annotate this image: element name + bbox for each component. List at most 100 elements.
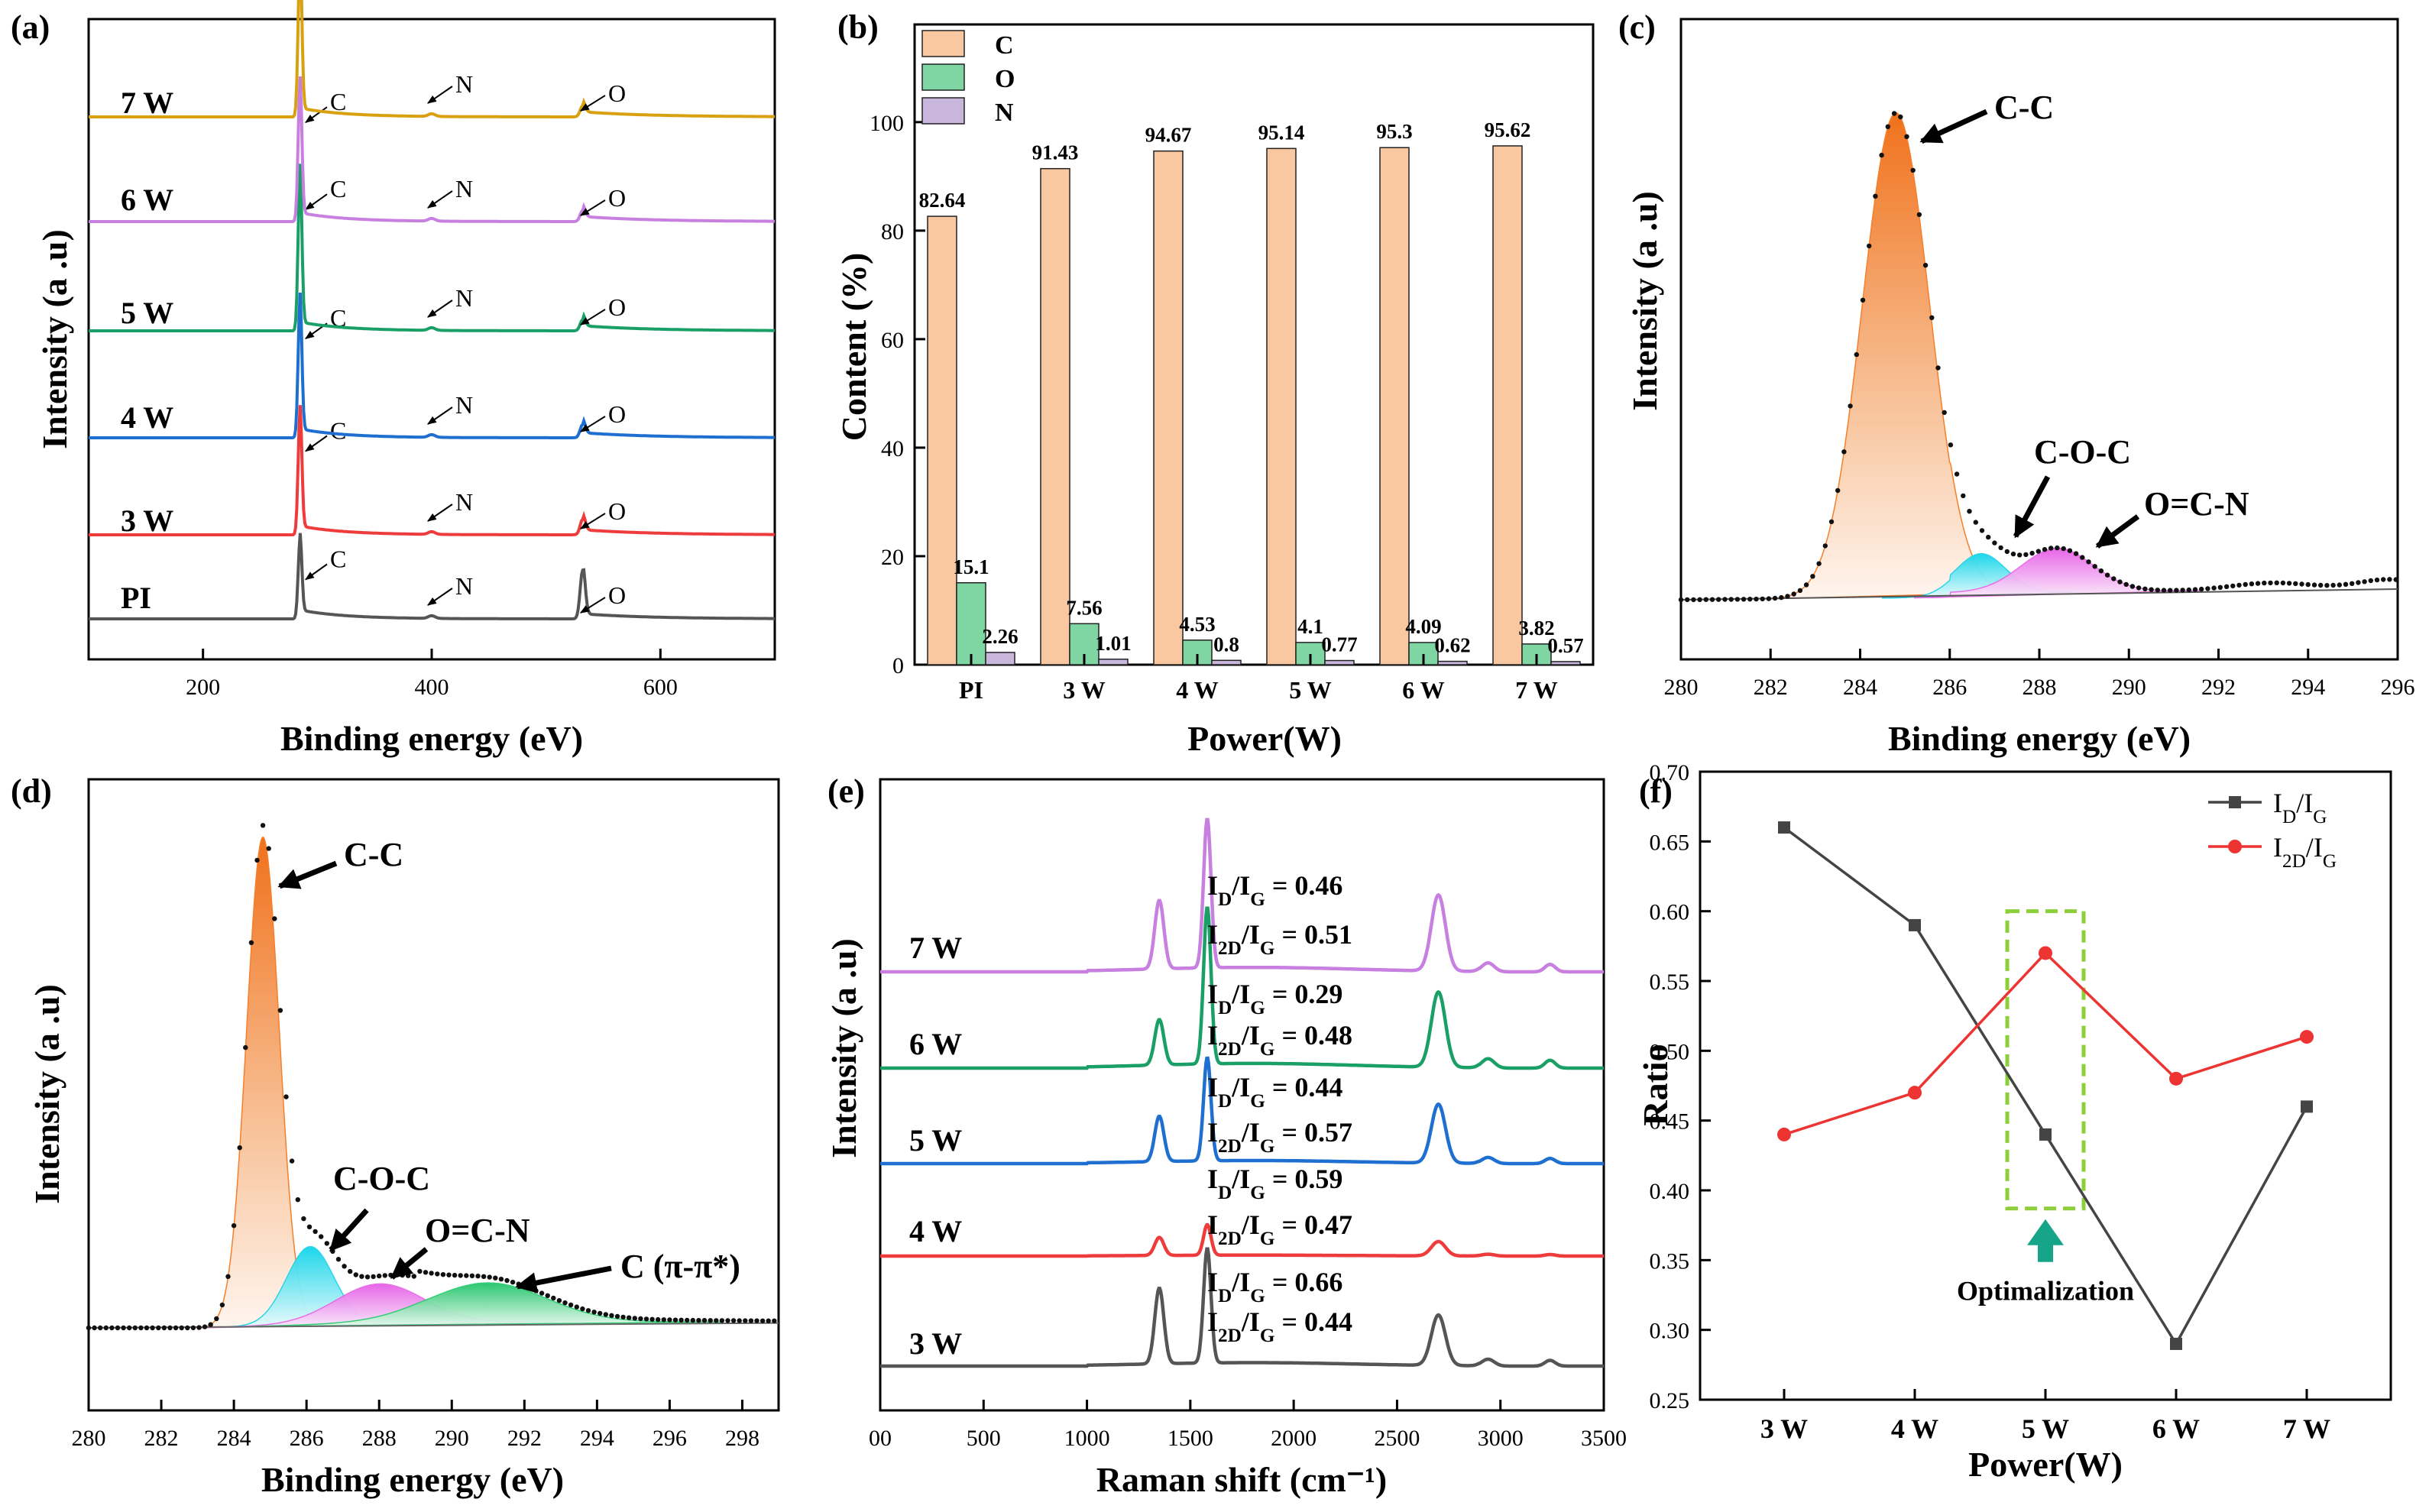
c-annot-cc: C-C xyxy=(1994,89,2054,126)
d-data-point xyxy=(551,1295,556,1301)
c-annot-coc: C-O-C xyxy=(2034,433,2131,471)
c-data-point xyxy=(2330,582,2336,588)
d-data-point xyxy=(150,1325,155,1331)
c-data-point xyxy=(2199,586,2204,592)
a-peak-c-label: C xyxy=(330,546,346,573)
b-ytick-label: 20 xyxy=(881,545,904,570)
c-data-point xyxy=(1898,114,1903,120)
d-data-point xyxy=(440,1272,446,1277)
c-data-point xyxy=(2168,588,2173,593)
panel-f-yticks: 0.25 0.30 0.35 0.40 0.45 0.50 0.55 0.60 0.65 0.70 xyxy=(1650,760,1711,1413)
e-xtick-label: 1500 xyxy=(1168,1426,1213,1451)
c-data-point xyxy=(2223,584,2230,589)
b-ytick-label: 80 xyxy=(881,219,904,244)
e-i2d-ig-label: I2D/IG = 0.57 xyxy=(1207,1117,1352,1157)
a-peak-n-label: N xyxy=(455,70,473,98)
c-data-point xyxy=(1879,152,1884,158)
panel-b-letter: (b) xyxy=(837,8,879,46)
d-data-point xyxy=(585,1308,591,1313)
b-legend-label: C xyxy=(995,31,1014,60)
e-series-label: 7 W xyxy=(909,931,962,965)
c-data-point xyxy=(2268,580,2273,586)
c-xtick-label: 288 xyxy=(2023,675,2057,700)
a-peak-c-arrow xyxy=(305,563,328,581)
c-data-point xyxy=(1797,588,1803,594)
d-data-point xyxy=(638,1316,643,1322)
c-xtick-label: 296 xyxy=(2381,675,2415,700)
c-data-point xyxy=(1678,597,1684,603)
d-data-point xyxy=(429,1271,434,1276)
c-data-point xyxy=(2092,564,2097,569)
c-data-point xyxy=(2004,549,2010,555)
a-peak-n-arrow xyxy=(427,299,453,318)
d-data-point xyxy=(562,1300,568,1306)
c-data-point xyxy=(1916,212,1922,218)
d-data-point xyxy=(260,823,266,828)
f-ytick-label: 0.25 xyxy=(1650,1388,1690,1413)
d-data-point xyxy=(289,1158,295,1164)
c-data-point xyxy=(1722,597,1728,602)
c-data-point xyxy=(1754,596,1759,602)
d-data-point xyxy=(219,1302,225,1308)
panel-d-letter: (d) xyxy=(11,772,52,810)
c-data-point xyxy=(1998,545,2003,551)
b-legend-swatch xyxy=(921,30,965,57)
b-xtick-label: 6 W xyxy=(1402,676,1444,704)
d-data-point xyxy=(272,916,277,921)
c-data-point xyxy=(2311,582,2317,588)
c-data-point xyxy=(1873,193,1878,199)
b-ytick-label: 0 xyxy=(892,653,904,678)
c-data-point xyxy=(1728,597,1734,602)
a-peak-n-label: N xyxy=(455,391,473,419)
a-series-label: 6 W xyxy=(121,183,173,217)
e-id-ig-label: ID/IG = 0.66 xyxy=(1207,1267,1342,1306)
d-data-point xyxy=(86,1325,92,1331)
d-data-point xyxy=(743,1318,748,1323)
d-data-point xyxy=(545,1293,550,1299)
c-data-point xyxy=(2111,576,2116,581)
e-xtick-label: 3000 xyxy=(1478,1426,1524,1451)
e-id-ig-label: ID/IG = 0.46 xyxy=(1207,870,1342,910)
d-data-point xyxy=(179,1325,184,1331)
a-peak-n-label: N xyxy=(455,284,473,312)
d-data-point xyxy=(591,1310,597,1315)
c-data-point xyxy=(2174,588,2179,593)
c-data-point xyxy=(2211,585,2217,591)
panel-b-xlabel: Power(W) xyxy=(1187,719,1342,758)
d-data-point xyxy=(627,1315,632,1320)
c-data-point xyxy=(2368,578,2373,584)
d-data-point xyxy=(737,1318,742,1323)
f-point-id-ig xyxy=(1778,821,1790,834)
c-data-point xyxy=(2067,548,2073,553)
c-arrow-coc xyxy=(2013,475,2051,539)
c-xtick-label: 292 xyxy=(2201,675,2236,700)
a-peak-n-label: N xyxy=(455,175,473,202)
d-data-point xyxy=(254,857,260,863)
e-xtick-label: 2000 xyxy=(1271,1426,1317,1451)
c-data-point xyxy=(2123,581,2129,588)
f-point-id-ig xyxy=(2301,1100,2313,1113)
d-annot-cc: C-C xyxy=(344,836,403,873)
f-point-id-ig xyxy=(2039,1128,2052,1141)
c-data-point xyxy=(1929,315,1935,320)
d-data-point xyxy=(772,1318,777,1324)
a-peak-o-arrow xyxy=(579,95,606,112)
panel-c-ylabel: Intensity (a .u) xyxy=(1625,191,1664,411)
b-bar-N xyxy=(1098,659,1129,665)
a-peak-o-label: O xyxy=(608,581,626,609)
e-series-label: 3 W xyxy=(909,1326,962,1361)
panel-b-frame xyxy=(913,23,1595,666)
c-data-point xyxy=(1709,597,1715,602)
f-xtick-label: 6 W xyxy=(2152,1413,2200,1444)
panel-c-plot xyxy=(1678,111,2398,603)
c-data-point xyxy=(2023,552,2029,558)
d-annot-pipi: C (π-π*) xyxy=(620,1248,740,1285)
d-annot-ocn: O=C-N xyxy=(425,1212,530,1249)
d-data-point xyxy=(759,1318,766,1324)
panel-c-xlabel: Binding energy (eV) xyxy=(1888,719,2191,758)
d-data-point xyxy=(342,1264,347,1269)
c-data-point xyxy=(1910,167,1916,173)
panel-e-ylabel: Intensity (a .u) xyxy=(824,938,863,1158)
c-data-point xyxy=(2324,583,2330,588)
b-bar-value-label: 95.14 xyxy=(1258,121,1305,144)
